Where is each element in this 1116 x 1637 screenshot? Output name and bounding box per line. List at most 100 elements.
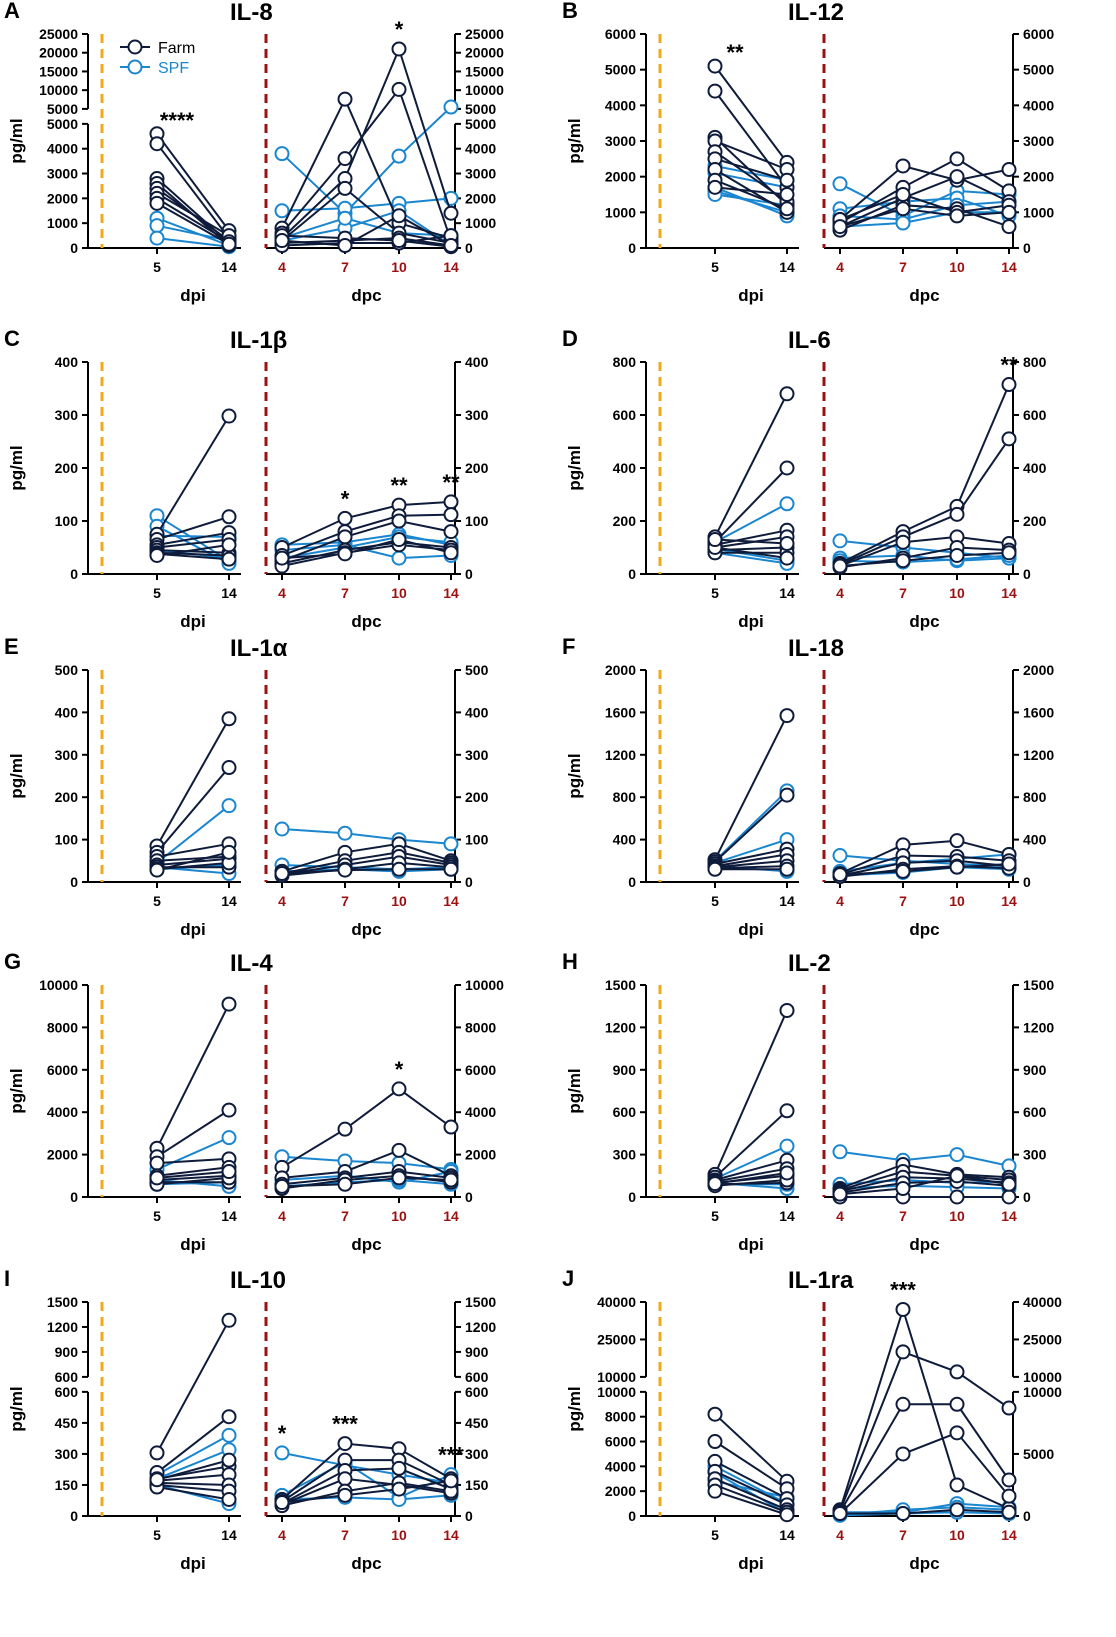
farm-data-point: [391, 1081, 407, 1097]
y-tick-label: 15000: [465, 63, 504, 79]
y-tick-label: 300: [55, 407, 79, 423]
y-tick-label: 10000: [597, 1369, 636, 1385]
farm-series-line: [714, 467, 788, 543]
farm-data-point: [149, 547, 165, 563]
farm-series-line: [839, 863, 1010, 876]
farm-data-point: [443, 1172, 459, 1188]
x-tick-label: 14: [221, 585, 237, 601]
farm-data-point: [391, 1170, 407, 1186]
farm-data-point: [274, 1495, 290, 1511]
y-tick-label: 300: [465, 407, 489, 423]
y-tick-label: 1000: [465, 215, 496, 231]
y-tick-label: 5000: [1023, 62, 1054, 78]
y-tick-label: 2000: [605, 1483, 636, 1499]
farm-data-point: [221, 509, 237, 525]
farm-series-line: [281, 1170, 452, 1186]
y-tick-label: 300: [465, 1446, 489, 1462]
farm-data-point: [895, 187, 911, 202]
farm-series-line: [156, 855, 230, 862]
farm-series-line: [156, 1174, 230, 1181]
farm-series-line: [281, 1149, 452, 1179]
y-tick-label: 1200: [1023, 747, 1054, 763]
farm-series-line: [156, 1109, 230, 1158]
farm-series-line: [156, 1170, 230, 1179]
x-axis-label-dpc: dpc: [909, 286, 939, 305]
y-tick-label: 4000: [465, 141, 496, 157]
y-axis-label: pg/ml: [7, 445, 26, 490]
panel-letter: I: [4, 1266, 10, 1291]
x-tick-label: 14: [443, 893, 459, 909]
y-tick-label: 600: [1023, 1104, 1047, 1120]
x-tick-label: 4: [836, 1527, 844, 1543]
farm-data-point: [779, 708, 795, 724]
spf-data-point: [149, 218, 165, 234]
spf-series-line: [714, 502, 788, 544]
farm-series-line: [714, 715, 788, 861]
farm-series-line: [714, 186, 788, 196]
panel-title: IL-2: [788, 950, 831, 977]
x-tick-label: 5: [153, 893, 161, 909]
farm-data-point: [221, 711, 237, 727]
x-tick-label: 10: [391, 1208, 407, 1224]
farm-series-line: [839, 1306, 1010, 1511]
spf-series-line: [839, 211, 1009, 228]
spf-data-point: [274, 146, 290, 162]
farm-data-point: [221, 760, 237, 776]
panel-F: F IL-18 pg/ml 0 400 800 1200 1600 2000 0 400 800 120…: [562, 634, 1054, 939]
y-tick-label: 600: [613, 407, 637, 423]
x-tick-label: 4: [278, 1527, 286, 1543]
spf-series-line: [156, 804, 230, 864]
y-tick-label: 0: [628, 1189, 636, 1205]
farm-data-point: [149, 1445, 165, 1461]
x-tick-label: 14: [779, 259, 795, 275]
farm-data-point: [895, 158, 911, 174]
spf-series-line: [281, 535, 452, 560]
farm-series-line: [156, 766, 230, 853]
farm-series-line: [714, 179, 788, 210]
farm-series-line: [839, 175, 1010, 228]
farm-data-point: [391, 1142, 407, 1158]
panel-H: H IL-2 pg/ml 0 300 600 900 1200 1500 0 300 600 900 12…: [562, 949, 1054, 1254]
farm-data-point: [274, 233, 290, 249]
y-tick-label: 2000: [465, 190, 496, 206]
farm-data-point: [221, 844, 237, 860]
x-tick-label: 5: [711, 893, 719, 909]
farm-data-point: [949, 1396, 965, 1412]
farm-data-point: [391, 208, 407, 224]
farm-series-line: [281, 538, 452, 560]
x-tick-label: 5: [711, 585, 719, 601]
y-tick-label: 5000: [465, 116, 496, 132]
spf-series-line: [839, 539, 1010, 560]
x-tick-label: 7: [341, 893, 349, 909]
farm-series-line: [156, 202, 230, 246]
farm-series-line: [714, 1490, 788, 1516]
farm-data-point: [895, 534, 911, 550]
farm-data-point: [1001, 1189, 1017, 1205]
farm-series-line: [281, 1477, 452, 1506]
x-tick-label: 10: [949, 893, 965, 909]
farm-data-point: [337, 1176, 353, 1192]
x-tick-label: 10: [949, 1527, 965, 1543]
y-tick-label: 1200: [47, 1319, 78, 1335]
y-tick-label: 0: [628, 566, 636, 582]
panel-title: IL-1β: [230, 327, 287, 354]
y-tick-label: 0: [465, 874, 473, 890]
y-tick-label: 1600: [1023, 704, 1054, 720]
legend-spf-label: SPF: [158, 60, 189, 77]
y-tick-label: 0: [70, 240, 78, 256]
y-tick-label: 0: [628, 240, 636, 256]
spf-series-line: [839, 853, 1010, 873]
farm-data-point: [337, 238, 353, 254]
y-tick-label: 1000: [47, 215, 78, 231]
farm-series-line: [714, 859, 788, 869]
farm-data-point: [832, 219, 848, 235]
farm-series-line: [281, 1087, 452, 1169]
legend-farm-label: Farm: [158, 40, 195, 57]
y-tick-label: 10000: [1023, 1369, 1062, 1385]
farm-series-line: [281, 187, 452, 244]
spf-series-line: [156, 1136, 230, 1171]
y-tick-label: 5000: [47, 101, 78, 117]
x-tick-label: 14: [779, 585, 795, 601]
x-tick-label: 7: [341, 1208, 349, 1224]
y-tick-label: 0: [1023, 1508, 1031, 1524]
